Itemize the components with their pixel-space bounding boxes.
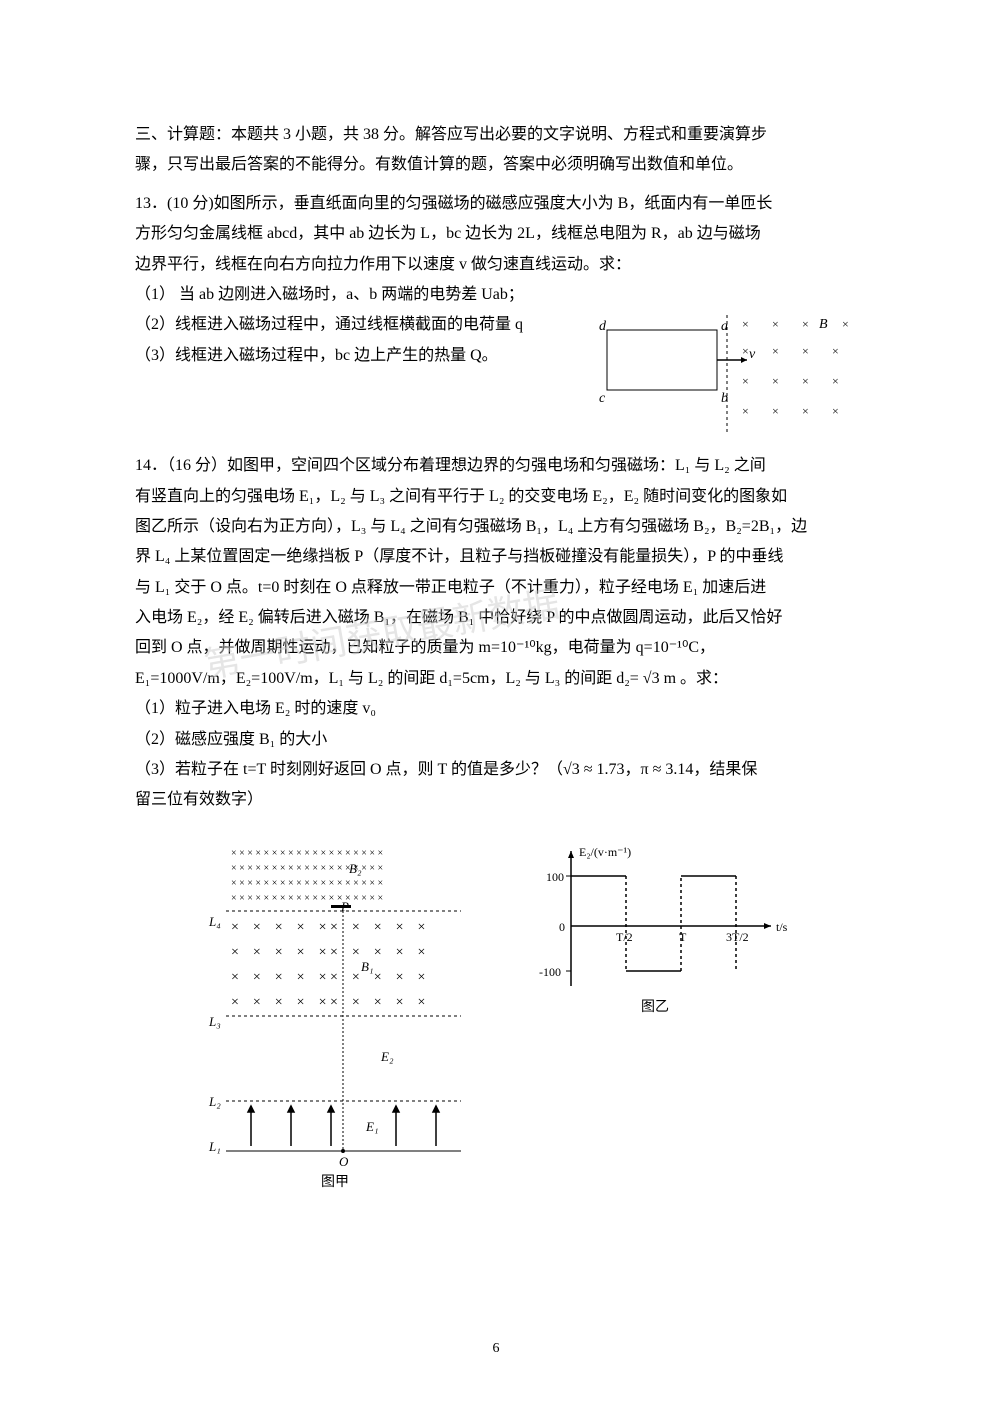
svg-text:× × × × × × × × × ×: × × × × × × × × × × xyxy=(231,970,425,985)
p14-sub-4: 留三位有效数字） xyxy=(135,785,857,815)
figure-14a: × × × × × × × × × × × × × × × × × × × × … xyxy=(201,841,481,1212)
svg-text:× × × × × × × × × ×: × × × × × × × × × × xyxy=(231,995,425,1010)
label-L4: L₄ xyxy=(208,914,221,929)
label-E1: E₁ xyxy=(365,1119,378,1134)
svg-text:×: × xyxy=(742,374,749,388)
svg-text:×: × xyxy=(772,317,779,331)
xtick-1: T/2 xyxy=(616,930,633,944)
section-line-2: 骤，只写出最后答案的不能得分。有数值计算的题，答案中必须明确写出数值和单位。 xyxy=(135,150,857,180)
xtick-2: T xyxy=(679,930,687,944)
svg-text:× × × × × × × × × ×: × × × × × × × × × × xyxy=(231,945,425,960)
label-B1: B₁ xyxy=(361,959,373,974)
label-B: B xyxy=(819,317,828,332)
p14-sub-3: （3）若粒子在 t=T 时刻刚好返回 O 点，则 T 的值是多少？（√3 ≈ 1… xyxy=(135,755,857,785)
label-O: O xyxy=(339,1154,349,1169)
ytick-neg100: -100 xyxy=(539,965,561,979)
label-L2: L₂ xyxy=(208,1094,221,1109)
figure-13: d a c b v ×××× ×××× ×××× ×××× B xyxy=(587,310,857,440)
field-crosses: ×××× ×××× ×××× ×××× xyxy=(742,317,849,418)
section-header: 三、计算题：本题共 3 小题，共 38 分。解答应写出必要的文字说明、方程式和重… xyxy=(135,120,857,181)
svg-text:×: × xyxy=(832,374,839,388)
label-d: d xyxy=(599,319,607,334)
svg-text:×: × xyxy=(802,374,809,388)
label-L3: L₃ xyxy=(208,1014,221,1029)
figure-14: × × × × × × × × × × × × × × × × × × × × … xyxy=(135,841,857,1212)
caption-14b: 图乙 xyxy=(641,999,669,1015)
svg-text:×: × xyxy=(842,317,849,331)
label-E2: E₂ xyxy=(380,1049,394,1064)
figure-14a-svg: × × × × × × × × × × × × × × × × × × × × … xyxy=(201,841,481,1201)
p13-line-1: 13．(10 分)如图所示，垂直纸面向里的匀强磁场的磁感应强度大小为 B，纸面内… xyxy=(135,189,857,219)
svg-text:×: × xyxy=(772,404,779,418)
p14-line-7: 回到 O 点，并做周期性运动，已知粒子的质量为 m=10⁻¹⁰kg，电荷量为 q… xyxy=(135,633,857,663)
ytick-0: 0 xyxy=(559,920,565,934)
svg-text:×: × xyxy=(742,344,749,358)
svg-text:×: × xyxy=(772,374,779,388)
svg-text:×: × xyxy=(802,344,809,358)
label-B2: B₂ xyxy=(349,861,362,876)
page-number: 6 xyxy=(493,1336,500,1363)
figure-14b: E₂/(v·m⁻¹) 100 0 -100 T/2 T 3T/2 t/s 图乙 xyxy=(531,841,791,1212)
p14-line-4: 界 L₄ 上某位置固定一绝缘挡板 P（厚度不计，且粒子与挡板碰撞没有能量损失），… xyxy=(135,542,857,572)
problem-14: 14．（16 分）如图甲，空间四个区域分布着理想边界的匀强电场和匀强磁场：L₁ … xyxy=(135,451,857,816)
p13-sub-1: （1） 当 ab 边刚进入磁场时，a、b 两端的电势差 Uab； xyxy=(135,280,857,310)
svg-text:× × × × × × × × × × × × × × ×: × × × × × × × × × × × × × × × × × × × xyxy=(231,848,383,859)
figure-13-svg: d a c b v ×××× ×××× ×××× ×××× B xyxy=(587,310,857,440)
svg-text:×: × xyxy=(742,404,749,418)
label-c: c xyxy=(599,391,606,406)
svg-text:×: × xyxy=(832,404,839,418)
p13-line-2: 方形匀匀金属线框 abcd，其中 ab 边长为 L，bc 边长为 2L，线框总电… xyxy=(135,219,857,249)
p14-line-2: 有竖直向上的匀强电场 E₁，L₂ 与 L₃ 之间有平行于 L₂ 的交变电场 E₂… xyxy=(135,482,857,512)
xlabel: t/s xyxy=(776,920,788,934)
section-line-1: 三、计算题：本题共 3 小题，共 38 分。解答应写出必要的文字说明、方程式和重… xyxy=(135,120,857,150)
caption-14a: 图甲 xyxy=(321,1175,349,1190)
ylabel: E₂/(v·m⁻¹) xyxy=(579,845,631,859)
p14-line-1: 14．（16 分）如图甲，空间四个区域分布着理想边界的匀强电场和匀强磁场：L₁ … xyxy=(135,451,857,481)
p14-line-5: 与 L₁ 交于 O 点。t=0 时刻在 O 点释放一带正电粒子（不计重力），粒子… xyxy=(135,573,857,603)
p14-sub-1: （1）粒子进入电场 E₂ 时的速度 v₀ xyxy=(135,694,857,724)
svg-text:×: × xyxy=(772,344,779,358)
ytick-100: 100 xyxy=(546,870,564,884)
p14-line-8: E₁=1000V/m，E₂=100V/m，L₁ 与 L₂ 的间距 d₁=5cm，… xyxy=(135,664,857,694)
svg-text:×: × xyxy=(832,344,839,358)
svg-text:×: × xyxy=(802,404,809,418)
p14-line-6: 入电场 E₂，经 E₂ 偏转后进入磁场 B₁，在磁场 B₁ 中恰好绕 P 的中点… xyxy=(135,603,857,633)
svg-text:× × × × × × × × × ×: × × × × × × × × × × xyxy=(231,920,425,935)
svg-text:×: × xyxy=(742,317,749,331)
p13-line-3: 边界平行，线框在向右方向拉力作用下以速度 v 做匀速直线运动。求： xyxy=(135,250,857,280)
label-v: v xyxy=(749,347,756,362)
figure-14b-svg: E₂/(v·m⁻¹) 100 0 -100 T/2 T 3T/2 t/s 图乙 xyxy=(531,841,791,1041)
p14-line-3: 图乙所示（设向右为正方向），L₃ 与 L₄ 之间有匀强磁场 B₁，L₄ 上方有匀… xyxy=(135,512,857,542)
svg-text:× × × × × × × × × × × × × × ×: × × × × × × × × × × × × × × × × × × × xyxy=(231,893,383,904)
p14-sub-2: （2）磁感应强度 B₁ 的大小 xyxy=(135,725,857,755)
xtick-3: 3T/2 xyxy=(726,930,749,944)
label-L1: L₁ xyxy=(208,1139,221,1154)
svg-text:×: × xyxy=(802,317,809,331)
svg-text:× × × × × × × × × × × × × × ×: × × × × × × × × × × × × × × × × × × × xyxy=(231,878,383,889)
